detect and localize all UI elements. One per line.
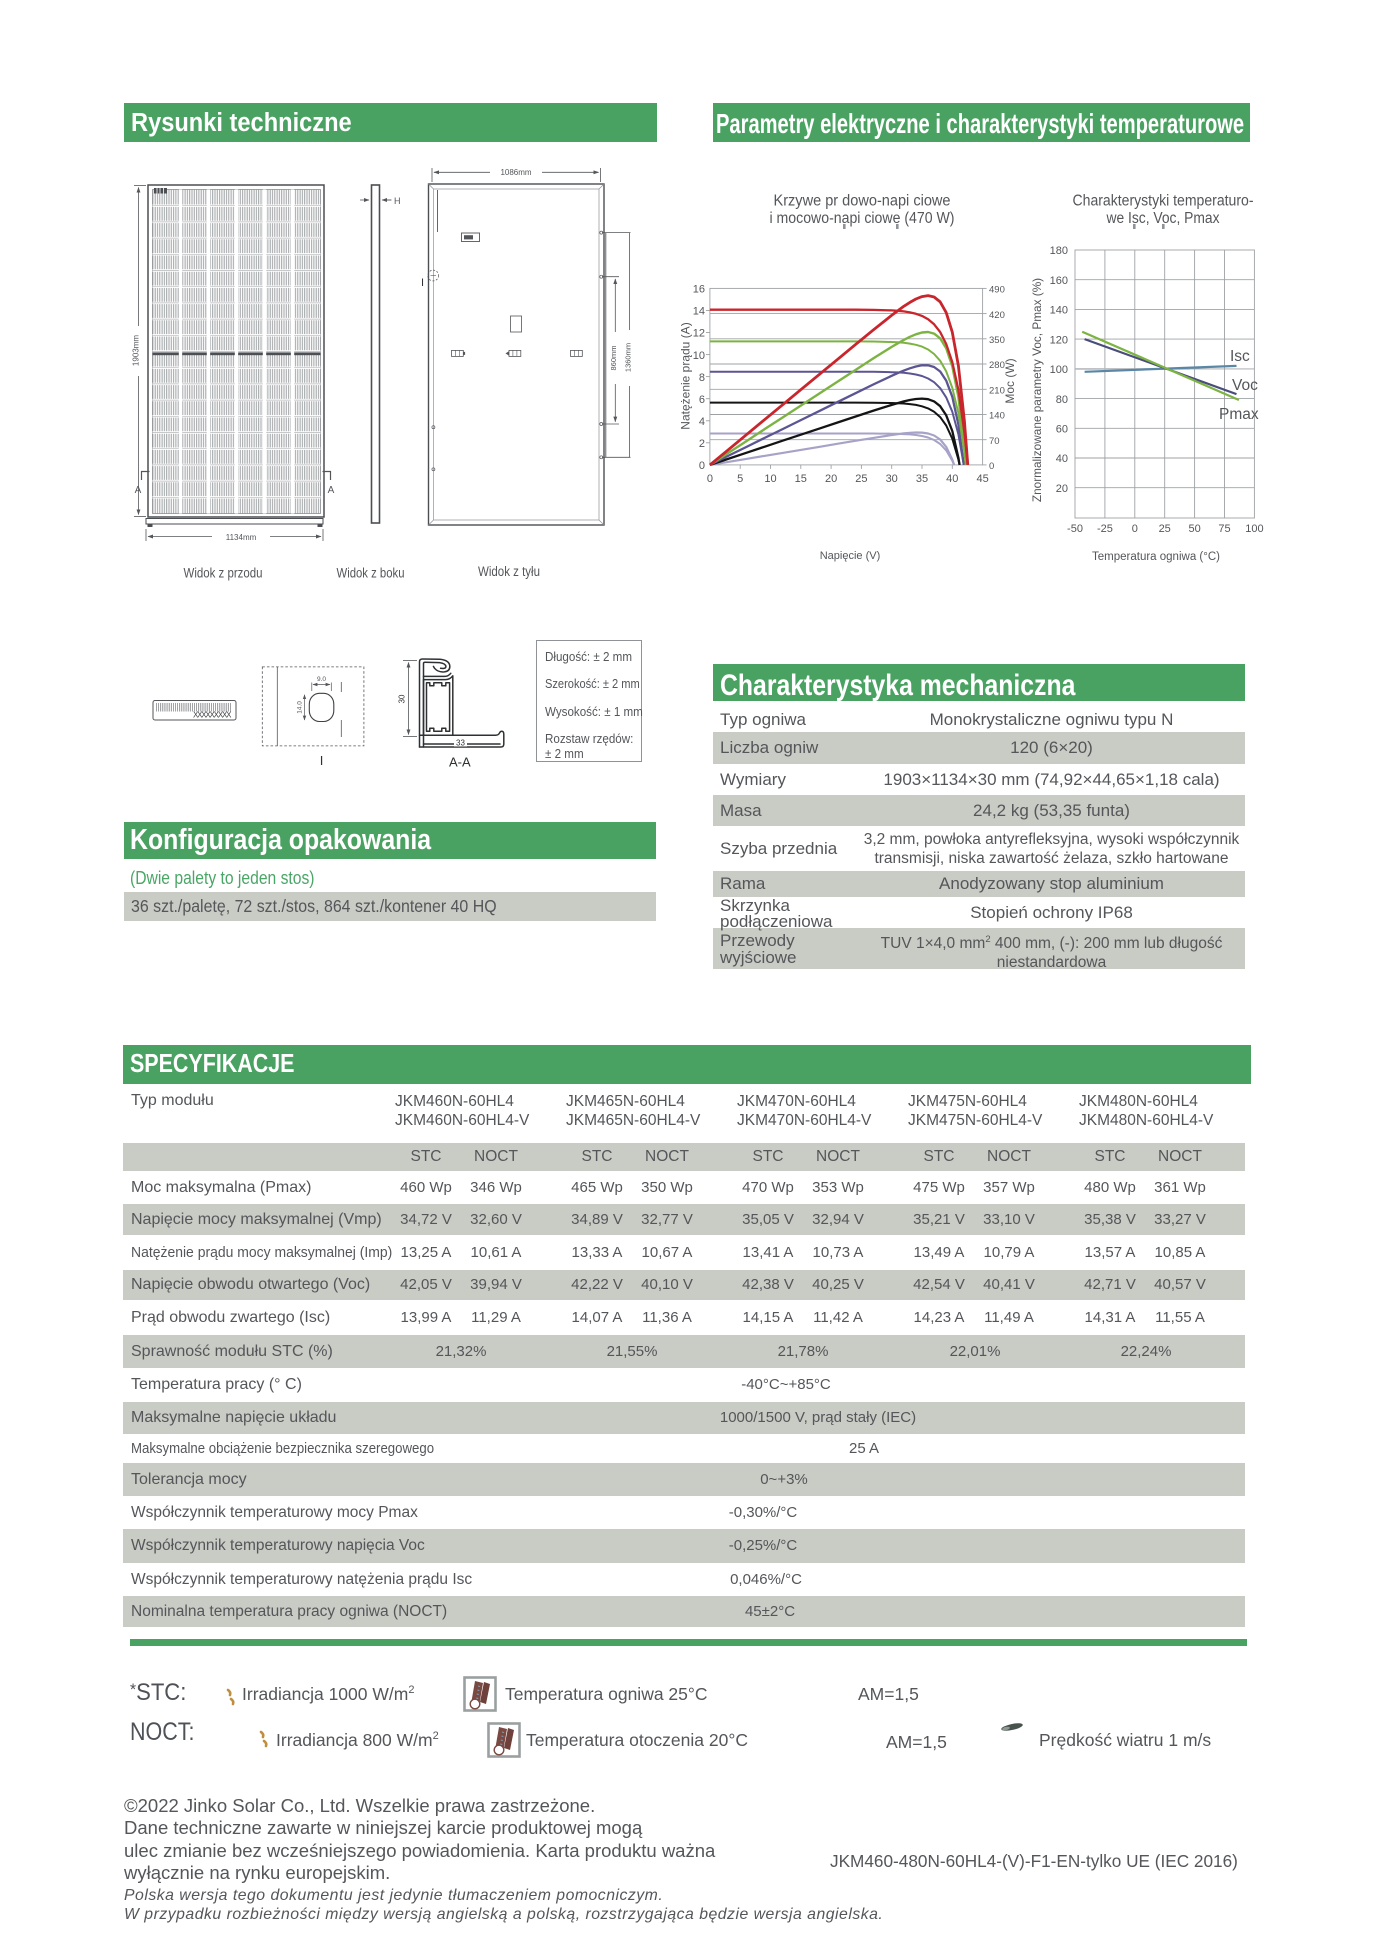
svg-text:A: A — [328, 485, 335, 496]
svg-text:Pmax: Pmax — [1219, 406, 1259, 423]
svg-text:Widok z boku: Widok z boku — [337, 566, 405, 581]
svg-text:Napięcie (V): Napięcie (V) — [820, 550, 881, 562]
svg-text:14: 14 — [693, 306, 705, 318]
svg-text:-25: -25 — [1097, 523, 1113, 535]
svg-text:1134mm: 1134mm — [226, 533, 257, 542]
svg-text:Znormalizowane parametry Voc,: Znormalizowane parametry Voc, Pmax (%) — [1030, 278, 1044, 502]
svg-text:30: 30 — [398, 694, 407, 703]
svg-text:25: 25 — [1159, 523, 1171, 535]
svg-text:40: 40 — [1056, 453, 1068, 465]
svg-text:80: 80 — [1056, 394, 1068, 406]
svg-text:4: 4 — [699, 416, 705, 428]
svg-text:12: 12 — [693, 328, 705, 340]
svg-text:420: 420 — [989, 310, 1005, 321]
svg-text:0: 0 — [707, 473, 713, 485]
svg-text:30: 30 — [886, 473, 898, 485]
svg-text:10: 10 — [764, 473, 776, 485]
svg-text:50: 50 — [1188, 523, 1200, 535]
svg-text:A-A: A-A — [449, 755, 471, 770]
svg-text:100: 100 — [1245, 523, 1263, 535]
svg-text:1086mm: 1086mm — [500, 168, 531, 177]
svg-text:0: 0 — [1132, 523, 1138, 535]
svg-text:20: 20 — [1056, 483, 1068, 495]
svg-text:160: 160 — [1050, 275, 1068, 287]
svg-text:XXXXXXXXX: XXXXXXXXX — [193, 711, 232, 720]
svg-text:0: 0 — [989, 461, 994, 472]
svg-text:Natężenie prądu (A): Natężenie prądu (A) — [679, 322, 693, 429]
svg-text:60: 60 — [1056, 424, 1068, 436]
svg-text:100: 100 — [1050, 364, 1068, 376]
svg-text:490: 490 — [989, 285, 1005, 296]
svg-text:Charakterystyki temperaturo-: Charakterystyki temperaturo- — [1073, 193, 1254, 210]
svg-text:2: 2 — [699, 438, 705, 450]
svg-text:1903mm: 1903mm — [132, 335, 141, 366]
svg-text:25: 25 — [855, 473, 867, 485]
svg-text:14.0: 14.0 — [297, 701, 304, 714]
svg-text:40: 40 — [946, 473, 958, 485]
svg-text:Widok z przodu: Widok z przodu — [184, 566, 263, 581]
svg-text:-50: -50 — [1067, 523, 1083, 535]
svg-text:H: H — [394, 196, 401, 206]
svg-text:Widok z tyłu: Widok z tyłu — [478, 564, 540, 579]
svg-text:Voc: Voc — [1232, 377, 1258, 394]
svg-text:140: 140 — [1050, 305, 1068, 317]
svg-text:Moc (W): Moc (W) — [1003, 358, 1017, 403]
svg-text:180: 180 — [1050, 245, 1068, 257]
svg-text:1360mm: 1360mm — [624, 343, 633, 372]
svg-text:120: 120 — [1050, 334, 1068, 346]
svg-text:8: 8 — [699, 372, 705, 384]
svg-text:45: 45 — [976, 473, 988, 485]
svg-text:Krzywe pr dowo-napi ciowe: Krzywe pr dowo-napi ciowe — [774, 193, 951, 210]
svg-text:15: 15 — [795, 473, 807, 485]
svg-text:16: 16 — [693, 284, 705, 296]
svg-text:Isc: Isc — [1230, 348, 1250, 365]
svg-text:70: 70 — [989, 436, 1000, 447]
svg-text:10: 10 — [693, 350, 705, 362]
svg-text:280: 280 — [989, 360, 1005, 371]
svg-text:0: 0 — [699, 460, 705, 472]
svg-text:140: 140 — [989, 411, 1005, 422]
svg-text:Temperatura ogniwa (°C): Temperatura ogniwa (°C) — [1092, 551, 1220, 563]
svg-text:6: 6 — [699, 394, 705, 406]
svg-text:210: 210 — [989, 386, 1005, 397]
svg-text:350: 350 — [989, 335, 1005, 346]
svg-text:860mm: 860mm — [609, 345, 618, 370]
svg-text:5: 5 — [737, 473, 743, 485]
svg-text:9.0: 9.0 — [317, 676, 326, 683]
svg-text:33: 33 — [456, 739, 465, 748]
svg-text:we Isc, Voc, Pmax: we Isc, Voc, Pmax — [1106, 210, 1220, 227]
svg-text:I: I — [320, 753, 324, 768]
svg-text:75: 75 — [1218, 523, 1230, 535]
svg-text:I: I — [421, 277, 424, 289]
svg-text:i mocowo-napi ciowe (470 W): i mocowo-napi ciowe (470 W) — [770, 210, 955, 227]
svg-text:20: 20 — [825, 473, 837, 485]
svg-text:35: 35 — [916, 473, 928, 485]
